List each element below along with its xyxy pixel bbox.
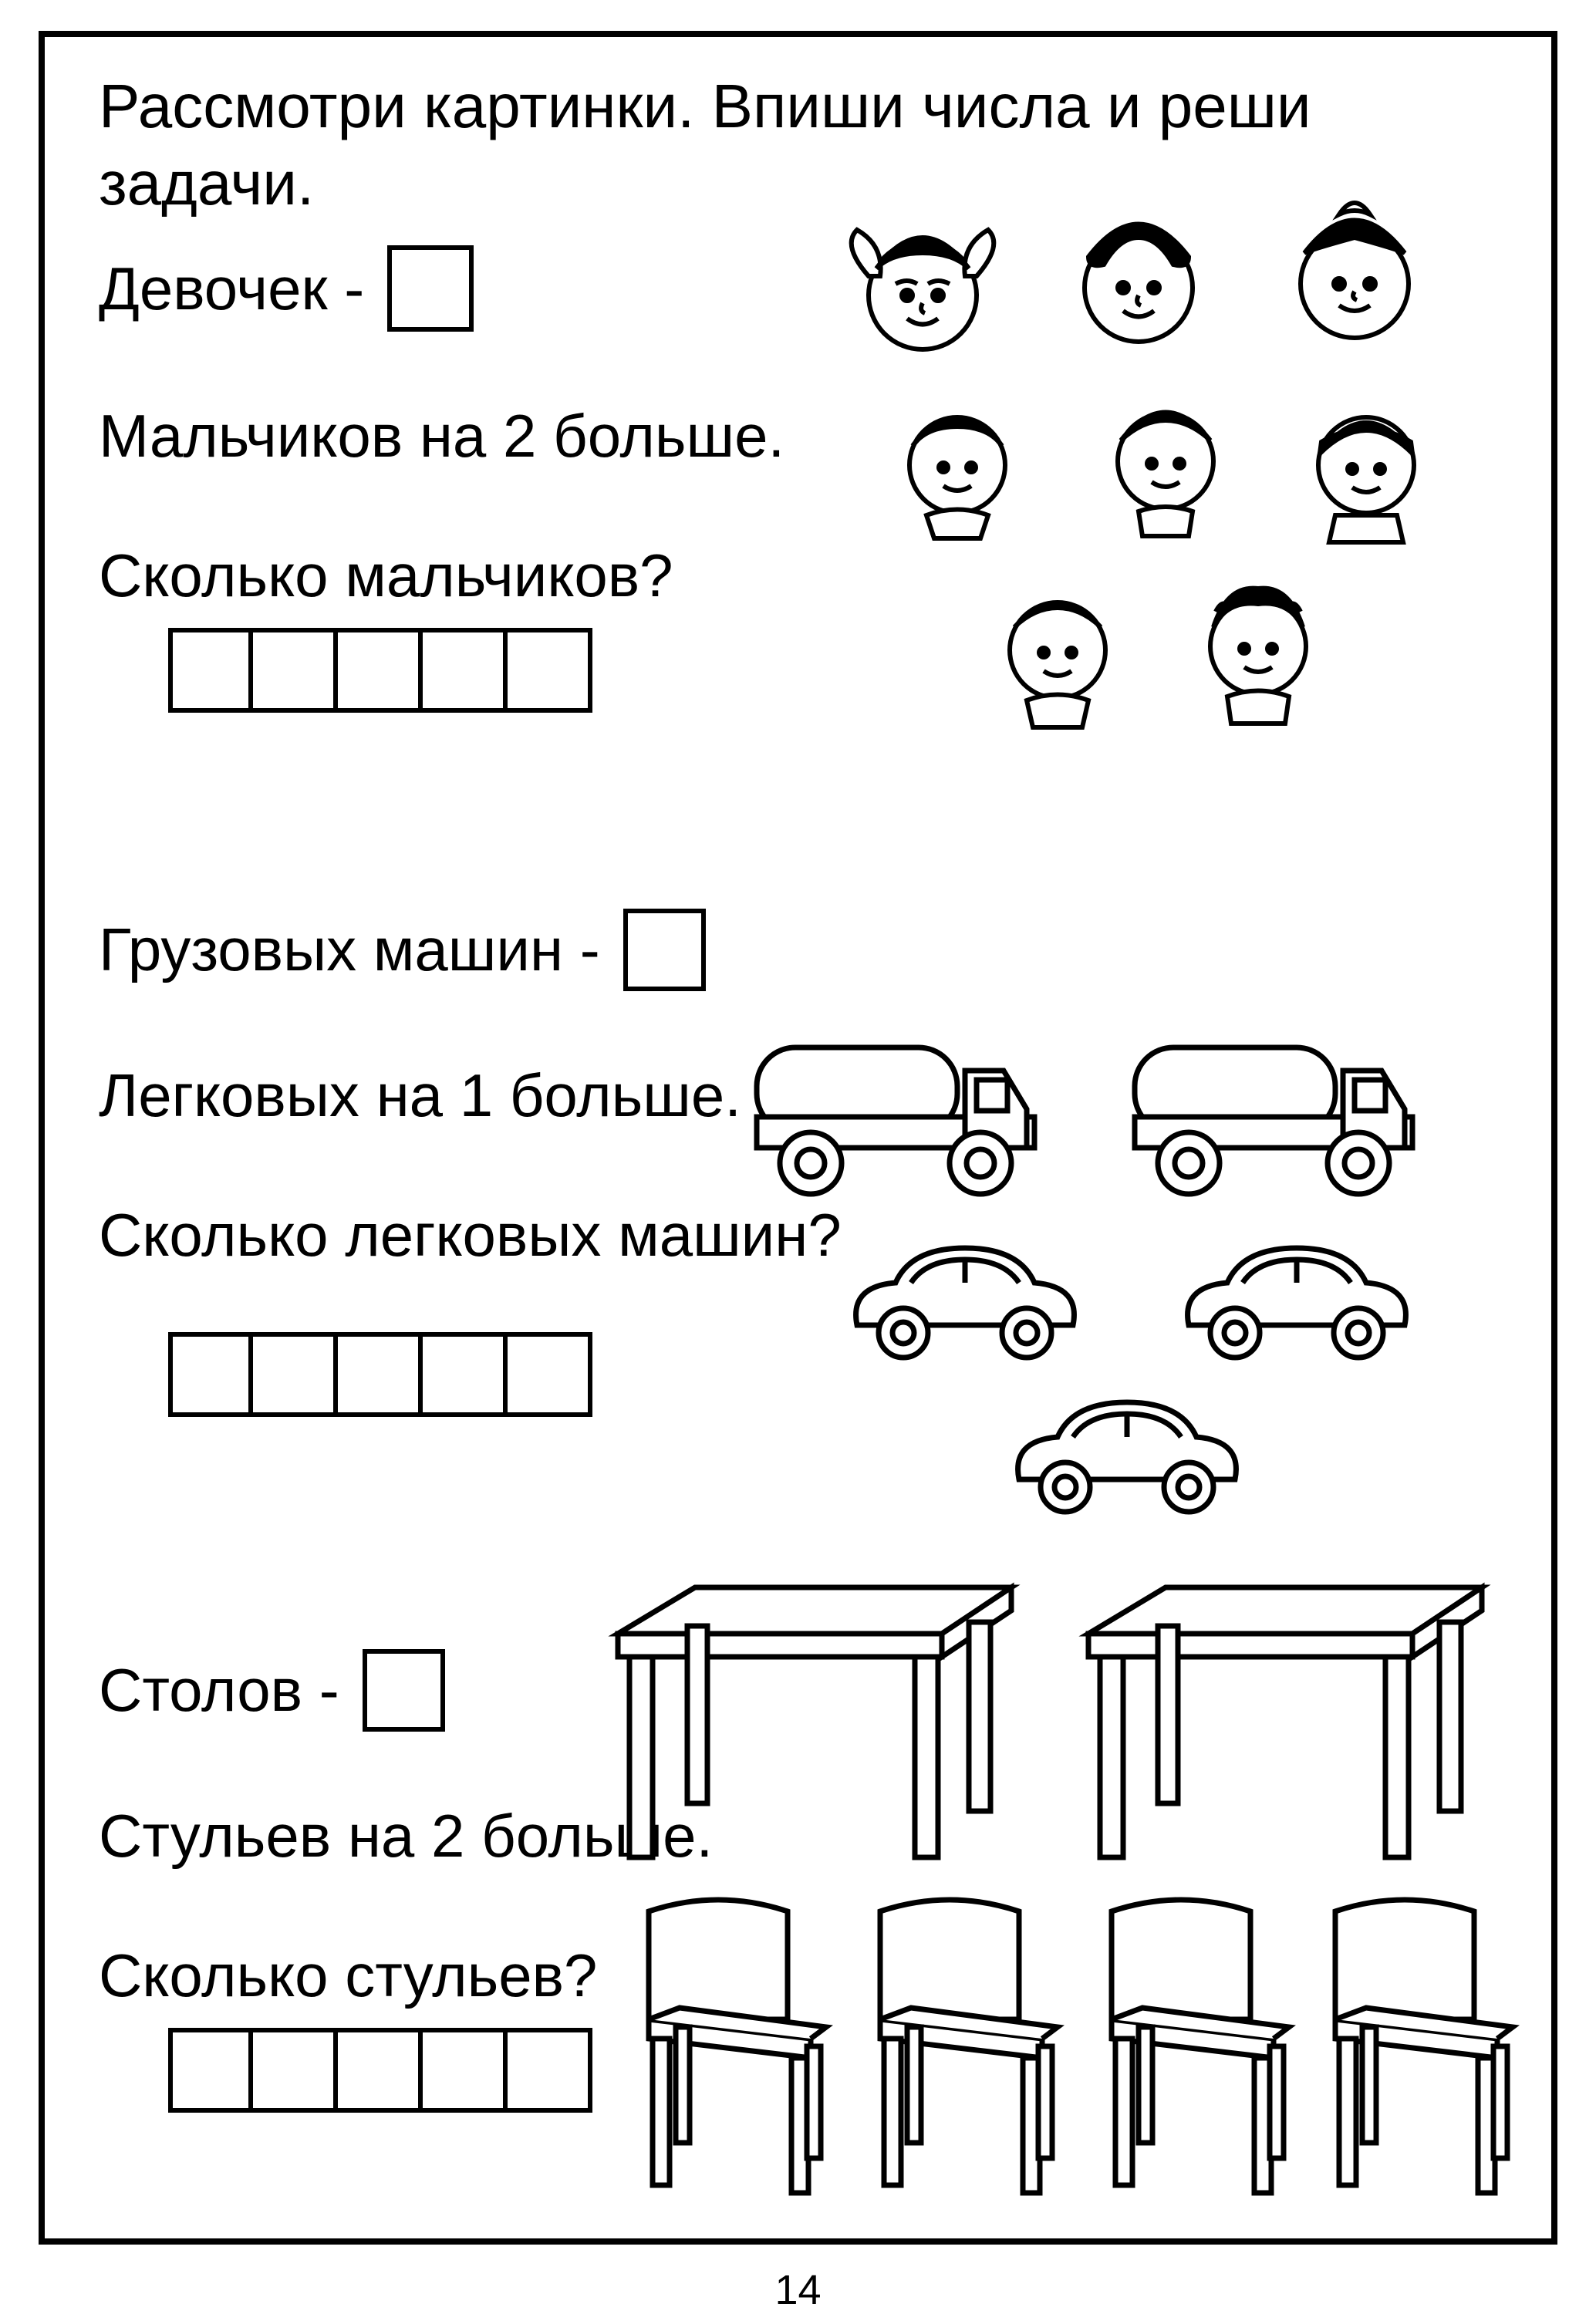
- children-svg: [803, 199, 1513, 793]
- car-icon: [856, 1248, 1075, 1358]
- p3-count-label: Столов -: [99, 1655, 339, 1725]
- answer-cell[interactable]: [508, 2028, 592, 2113]
- table-icon: [618, 1587, 1011, 1857]
- boy-icon: [1318, 417, 1414, 542]
- table-icon: [1088, 1587, 1482, 1857]
- answer-cell[interactable]: [168, 2028, 253, 2113]
- answer-cell[interactable]: [338, 2028, 423, 2113]
- chair-icon: [1335, 1900, 1513, 2193]
- children-illustration: [803, 199, 1513, 797]
- answer-cell[interactable]: [423, 628, 508, 713]
- chair-icon: [649, 1900, 826, 2193]
- boy-icon: [1118, 413, 1213, 537]
- p3-count-box[interactable]: [363, 1649, 445, 1732]
- answer-cell[interactable]: [508, 628, 592, 713]
- furniture-illustration: [587, 1564, 1520, 2224]
- answer-cell[interactable]: [168, 628, 253, 713]
- vehicles-svg: [741, 1009, 1520, 1549]
- problem-2: Грузовых машин - Легковых на 1 больше. С…: [99, 909, 1505, 1541]
- problem-3: Столов - Стульев на 2 больше. Сколько ст…: [99, 1611, 1505, 2197]
- answer-cell[interactable]: [253, 1332, 338, 1417]
- answer-cell[interactable]: [338, 1332, 423, 1417]
- p2-count-label: Грузовых машин -: [99, 915, 600, 985]
- answer-cell[interactable]: [338, 628, 423, 713]
- page-number: 14: [39, 2266, 1557, 2314]
- car-icon: [1188, 1248, 1406, 1358]
- boy-icon: [1210, 589, 1306, 724]
- answer-cell[interactable]: [423, 2028, 508, 2113]
- p2-count-line: Грузовых машин -: [99, 909, 1505, 991]
- truck-icon: [757, 1047, 1034, 1194]
- girl-icon: [1301, 203, 1409, 338]
- p1-count-box[interactable]: [387, 245, 474, 332]
- chair-icon: [1112, 1900, 1289, 2193]
- furniture-svg: [587, 1564, 1520, 2220]
- car-icon: [1018, 1402, 1237, 1512]
- chair-icon: [880, 1900, 1058, 2193]
- answer-cell[interactable]: [423, 1332, 508, 1417]
- girl-icon: [1085, 224, 1193, 342]
- p2-count-box[interactable]: [623, 909, 706, 991]
- answer-cell[interactable]: [253, 628, 338, 713]
- p1-count-label: Девочек -: [99, 254, 364, 324]
- boy-icon: [1010, 602, 1105, 727]
- problem-1: Девочек - Мальчиков на 2 больше. Сколько…: [99, 245, 1505, 816]
- answer-cell[interactable]: [168, 1332, 253, 1417]
- boy-icon: [909, 417, 1005, 538]
- truck-icon: [1135, 1047, 1412, 1194]
- girl-icon: [852, 230, 994, 349]
- answer-cell[interactable]: [508, 1332, 592, 1417]
- answer-cell[interactable]: [253, 2028, 338, 2113]
- vehicles-illustration: [741, 1009, 1520, 1553]
- worksheet-page: Рассмотри картинки. Впиши числа и реши з…: [0, 0, 1596, 2314]
- page-frame: Рассмотри картинки. Впиши числа и реши з…: [39, 31, 1557, 2245]
